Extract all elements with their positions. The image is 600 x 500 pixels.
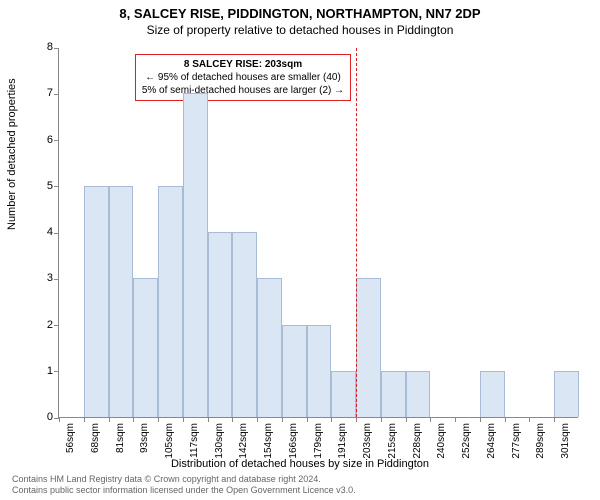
xtick-mark	[480, 417, 481, 422]
xtick-label: 240sqm	[436, 423, 447, 459]
xtick-label: 68sqm	[90, 423, 101, 453]
ytick-label: 4	[47, 226, 53, 238]
histogram-bar	[381, 371, 406, 417]
xtick-label: 301sqm	[560, 423, 571, 459]
xtick-label: 142sqm	[238, 423, 249, 459]
ytick-mark	[54, 140, 59, 141]
xtick-mark	[133, 417, 134, 422]
ytick-label: 0	[47, 411, 53, 423]
footer-line-2: Contains public sector information licen…	[12, 485, 356, 496]
ytick-mark	[54, 279, 59, 280]
marker-callout: 8 SALCEY RISE: 203sqm ← 95% of detached …	[135, 54, 351, 101]
ytick-mark	[54, 186, 59, 187]
histogram-bar	[109, 186, 134, 417]
xtick-mark	[430, 417, 431, 422]
xtick-mark	[109, 417, 110, 422]
xtick-label: 166sqm	[288, 423, 299, 459]
ytick-label: 8	[47, 41, 53, 53]
histogram-bar	[554, 371, 579, 417]
xtick-mark	[455, 417, 456, 422]
title-line-2: Size of property relative to detached ho…	[0, 23, 600, 37]
callout-line-2: ← 95% of detached houses are smaller (40…	[142, 71, 344, 84]
callout-line-1: 8 SALCEY RISE: 203sqm	[142, 58, 344, 71]
y-axis-label: Number of detached properties	[6, 78, 18, 230]
xtick-mark	[331, 417, 332, 422]
histogram-bar	[158, 186, 183, 417]
title-block: 8, SALCEY RISE, PIDDINGTON, NORTHAMPTON,…	[0, 0, 600, 37]
xtick-mark	[208, 417, 209, 422]
xtick-label: 277sqm	[511, 423, 522, 459]
xtick-label: 191sqm	[337, 423, 348, 459]
footer-attribution: Contains HM Land Registry data © Crown c…	[12, 474, 356, 496]
xtick-label: 154sqm	[263, 423, 274, 459]
ytick-mark	[54, 325, 59, 326]
xtick-label: 93sqm	[139, 423, 150, 453]
x-axis-label: Distribution of detached houses by size …	[0, 458, 600, 470]
xtick-label: 81sqm	[115, 423, 126, 453]
xtick-mark	[554, 417, 555, 422]
ytick-label: 1	[47, 365, 53, 377]
xtick-mark	[307, 417, 308, 422]
xtick-mark	[183, 417, 184, 422]
chart-container: 8, SALCEY RISE, PIDDINGTON, NORTHAMPTON,…	[0, 0, 600, 500]
xtick-mark	[381, 417, 382, 422]
ytick-label: 2	[47, 319, 53, 331]
xtick-label: 264sqm	[486, 423, 497, 459]
xtick-label: 203sqm	[362, 423, 373, 459]
histogram-bar	[307, 325, 332, 418]
title-line-1: 8, SALCEY RISE, PIDDINGTON, NORTHAMPTON,…	[0, 6, 600, 21]
xtick-mark	[406, 417, 407, 422]
xtick-mark	[232, 417, 233, 422]
marker-line	[356, 48, 357, 417]
ytick-mark	[54, 233, 59, 234]
xtick-mark	[505, 417, 506, 422]
xtick-mark	[282, 417, 283, 422]
xtick-label: 105sqm	[164, 423, 175, 459]
xtick-mark	[356, 417, 357, 422]
histogram-bar	[133, 278, 158, 417]
histogram-bar	[257, 278, 282, 417]
ytick-label: 3	[47, 272, 53, 284]
xtick-label: 228sqm	[412, 423, 423, 459]
xtick-label: 289sqm	[535, 423, 546, 459]
xtick-mark	[529, 417, 530, 422]
xtick-label: 56sqm	[65, 423, 76, 453]
histogram-bar	[208, 232, 233, 417]
histogram-bar	[356, 278, 381, 417]
xtick-mark	[84, 417, 85, 422]
histogram-bar	[84, 186, 109, 417]
ytick-mark	[54, 48, 59, 49]
ytick-mark	[54, 94, 59, 95]
ytick-label: 5	[47, 180, 53, 192]
histogram-bar	[331, 371, 356, 417]
histogram-bar	[480, 371, 505, 417]
histogram-bar	[232, 232, 257, 417]
histogram-bar	[282, 325, 307, 418]
ytick-label: 6	[47, 134, 53, 146]
histogram-bar	[406, 371, 431, 417]
xtick-label: 215sqm	[387, 423, 398, 459]
xtick-mark	[257, 417, 258, 422]
xtick-label: 252sqm	[461, 423, 472, 459]
ytick-label: 7	[47, 87, 53, 99]
histogram-bar	[183, 93, 208, 417]
footer-line-1: Contains HM Land Registry data © Crown c…	[12, 474, 356, 485]
callout-line-3: 5% of semi-detached houses are larger (2…	[142, 84, 344, 97]
ytick-mark	[54, 371, 59, 372]
xtick-mark	[59, 417, 60, 422]
xtick-label: 130sqm	[214, 423, 225, 459]
xtick-label: 117sqm	[189, 423, 200, 458]
plot-area: 8 SALCEY RISE: 203sqm ← 95% of detached …	[58, 48, 578, 418]
xtick-label: 179sqm	[313, 423, 324, 459]
xtick-mark	[158, 417, 159, 422]
